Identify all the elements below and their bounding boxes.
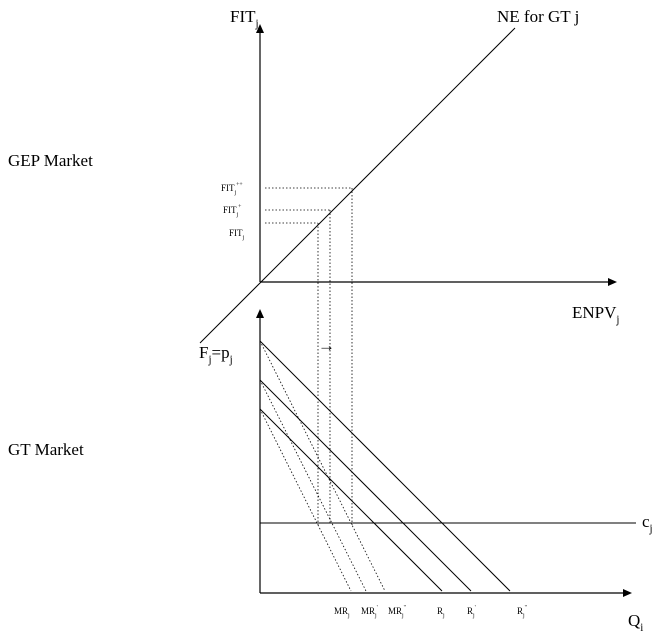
lower-x-arrowhead	[623, 589, 632, 597]
r-double-prime-label: Rj''	[517, 605, 527, 619]
mr-label: MRj	[334, 606, 350, 619]
fit-pp-label: FITj++	[221, 182, 243, 196]
mr-line-double-prime	[259, 340, 386, 592]
lower-x-axis-label: Qi	[628, 611, 643, 633]
fit-p-label: FITj+	[223, 204, 242, 218]
mr-prime-label: MRj'	[361, 605, 378, 619]
mr-double-prime-label: MRj''	[388, 605, 406, 619]
ne-line	[199, 27, 516, 344]
lower-y-arrowhead	[256, 309, 264, 318]
cost-line-label: cj	[642, 512, 653, 535]
upper-y-axis-label: FITj	[230, 7, 259, 30]
upper-x-arrowhead	[608, 278, 617, 286]
r-label: Rj	[437, 606, 445, 619]
fit-label: FITj	[229, 228, 245, 241]
lower-y-axis-label: Fj=pj	[199, 343, 233, 366]
demand-line-r	[259, 408, 443, 592]
mr-line-prime	[259, 379, 367, 592]
upper-y-arrowhead	[256, 24, 264, 33]
mr-line	[259, 408, 352, 592]
ne-curve-label: NE for GT j	[497, 7, 579, 26]
demand-line-r-double-prime	[259, 340, 511, 592]
shift-arrow: →	[318, 336, 335, 355]
demand-line-r-prime	[259, 379, 472, 592]
r-prime-label: Rj'	[467, 605, 476, 619]
gep-market-label: GEP Market	[8, 151, 93, 170]
upper-x-axis-label: ENPVj	[572, 303, 619, 326]
gt-market-label: GT Market	[8, 440, 84, 459]
